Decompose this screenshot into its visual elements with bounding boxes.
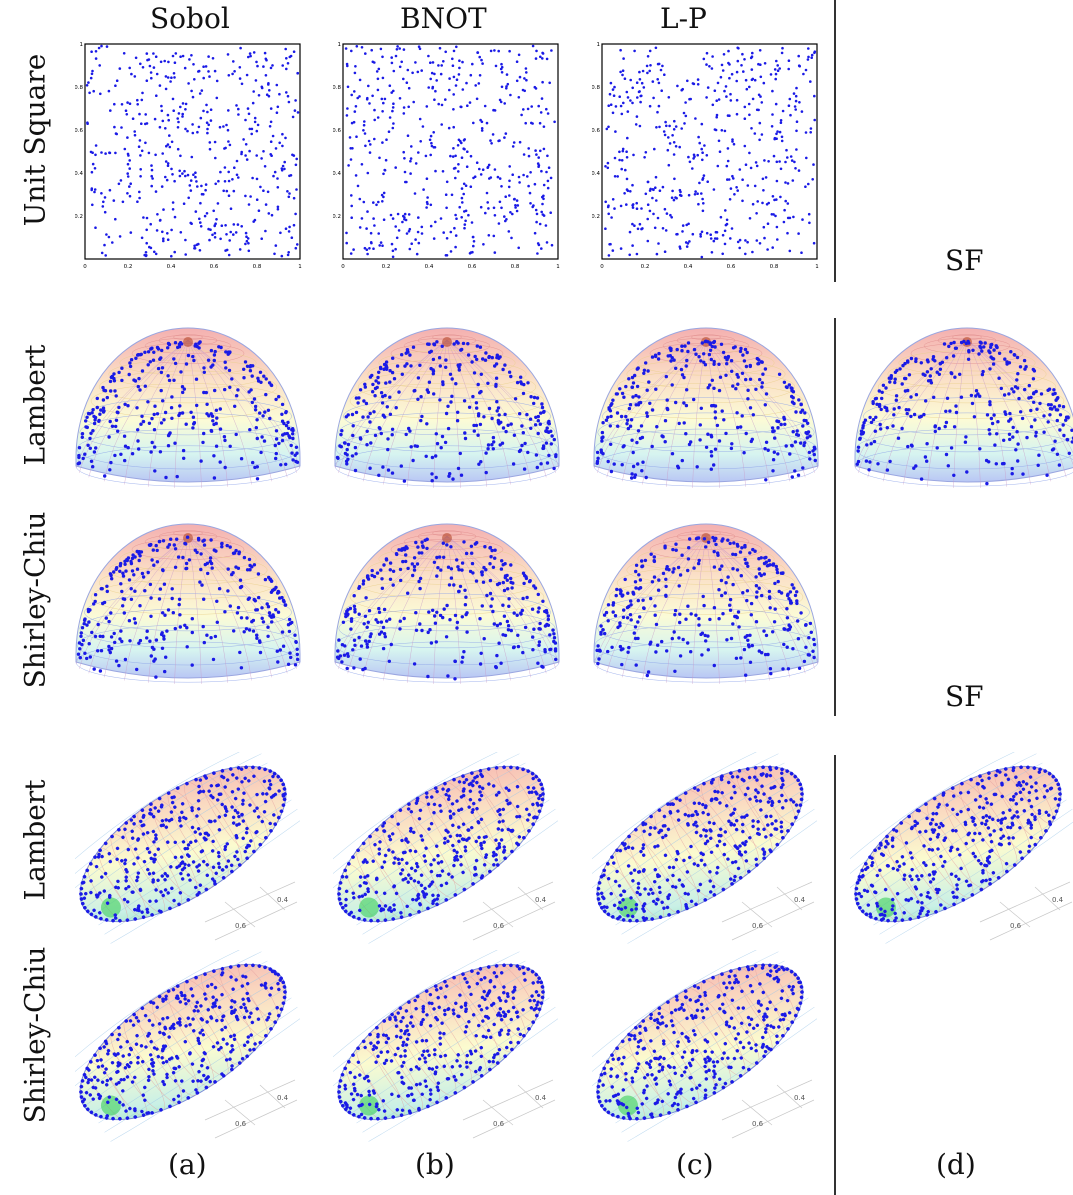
y-tick-label: 0.4 — [75, 171, 83, 177]
separator-line-2 — [834, 318, 836, 716]
y-tick-label: 0.2 — [333, 214, 341, 220]
caption-c: (c) — [676, 1148, 714, 1181]
y-tick-label: 0.6 — [592, 128, 600, 134]
ellipsoid-plot-shirley-bnot: 0.4 0.6 — [333, 950, 558, 1142]
x-tick-label: 0.4 — [684, 264, 693, 270]
x-tick-label: 1 — [556, 264, 560, 270]
x-tick-label: 0.2 — [124, 264, 133, 270]
row-label-unit-square: Unit Square — [18, 53, 52, 227]
x-tick-label: 1 — [815, 264, 819, 270]
caption-a: (a) — [168, 1148, 207, 1181]
unit-square-plot-lp: 0 0.2 0.4 0.6 0.8 1 0.2 0.4 0.6 0.8 1 — [592, 42, 819, 270]
hemisphere-plot-lambert-lp — [593, 327, 819, 488]
axis-tick-label: 0.6 — [235, 922, 247, 930]
column-header-lp: L-P — [660, 2, 707, 35]
row-label-shirley-top: Shirley-Chiu — [18, 511, 52, 689]
y-tick-label: 0.2 — [75, 214, 83, 220]
x-tick-label: 0.4 — [425, 264, 434, 270]
sf-label-middle: SF — [945, 680, 984, 713]
caption-d: (d) — [936, 1148, 976, 1181]
axis-tick-label: 0.4 — [1052, 896, 1064, 904]
separator-line-1 — [834, 0, 836, 282]
x-tick-label: 0.6 — [727, 264, 736, 270]
ellipsoid-plot-lambert-sobol: 0.4 0.6 — [75, 752, 300, 944]
x-tick-label: 0.4 — [167, 264, 176, 270]
ellipsoid-plot-lambert-bnot: 0.4 0.6 — [333, 752, 558, 944]
axis-tick-label: 0.6 — [493, 1120, 505, 1128]
x-tick-label: 0.8 — [511, 264, 520, 270]
caption-b: (b) — [415, 1148, 455, 1181]
axis-tick-label: 0.4 — [277, 1094, 289, 1102]
hemisphere-plot-shirley-lp — [593, 523, 819, 684]
axis-tick-label: 0.6 — [752, 1120, 764, 1128]
x-tick-label: 0 — [341, 264, 345, 270]
axis-tick-label: 0.6 — [1010, 922, 1022, 930]
y-tick-label: 0.4 — [333, 171, 341, 177]
y-tick-label: 0.6 — [75, 128, 83, 134]
y-tick-label: 0.8 — [592, 85, 600, 91]
y-tick-label: 0.8 — [75, 85, 83, 91]
y-tick-label: 1 — [80, 42, 84, 48]
axis-tick-label: 0.4 — [794, 896, 806, 904]
axis-tick-label: 0.4 — [794, 1094, 806, 1102]
x-tick-label: 0.6 — [210, 264, 219, 270]
x-tick-label: 1 — [298, 264, 302, 270]
x-tick-label: 0.6 — [468, 264, 477, 270]
sf-label-top: SF — [945, 244, 984, 277]
axis-tick-label: 0.4 — [535, 1094, 547, 1102]
y-tick-label: 0.4 — [592, 171, 600, 177]
ellipsoid-plot-shirley-sobol: 0.4 0.6 — [75, 950, 300, 1142]
separator-line-3 — [834, 755, 836, 1195]
row-label-shirley-bottom: Shirley-Chiu — [18, 946, 52, 1124]
y-tick-label: 0.2 — [592, 214, 600, 220]
x-tick-label: 0.2 — [641, 264, 650, 270]
axis-tick-label: 0.6 — [752, 922, 764, 930]
axis-tick-label: 0.6 — [493, 922, 505, 930]
column-header-bnot: BNOT — [400, 2, 487, 35]
row-label-lambert-bottom: Lambert — [18, 779, 52, 901]
hemisphere-plot-lambert-bnot — [334, 327, 560, 488]
row-label-lambert-top: Lambert — [18, 344, 52, 466]
ellipsoid-plot-lambert-lp: 0.4 0.6 — [592, 752, 817, 944]
hemisphere-plot-shirley-bnot — [334, 523, 560, 684]
x-tick-label: 0.2 — [382, 264, 391, 270]
x-tick-label: 0.8 — [253, 264, 262, 270]
axis-tick-label: 0.6 — [235, 1120, 247, 1128]
y-tick-label: 1 — [338, 42, 342, 48]
x-tick-label: 0.8 — [770, 264, 779, 270]
y-tick-label: 1 — [597, 42, 601, 48]
hemisphere-plot-shirley-sobol — [75, 523, 301, 684]
x-tick-label: 0 — [83, 264, 87, 270]
axis-tick-label: 0.4 — [535, 896, 547, 904]
y-tick-label: 0.8 — [333, 85, 341, 91]
ellipsoid-plot-lambert-sf: 0.4 0.6 — [850, 752, 1073, 944]
unit-square-plot-bnot: 0 0.2 0.4 0.6 0.8 1 0.2 0.4 0.6 0.8 1 — [333, 42, 560, 270]
y-tick-label: 0.6 — [333, 128, 341, 134]
axis-tick-label: 0.4 — [277, 896, 289, 904]
ellipsoid-plot-shirley-lp: 0.4 0.6 — [592, 950, 817, 1142]
column-header-sobol: Sobol — [150, 2, 230, 35]
hemisphere-plot-lambert-sf — [854, 327, 1073, 488]
x-tick-label: 0 — [600, 264, 604, 270]
hemisphere-plot-lambert-sobol — [75, 327, 301, 488]
unit-square-plot-sobol: 0 0.2 0.4 0.6 0.8 1 0.2 0.4 0.6 0.8 1 — [75, 42, 302, 270]
